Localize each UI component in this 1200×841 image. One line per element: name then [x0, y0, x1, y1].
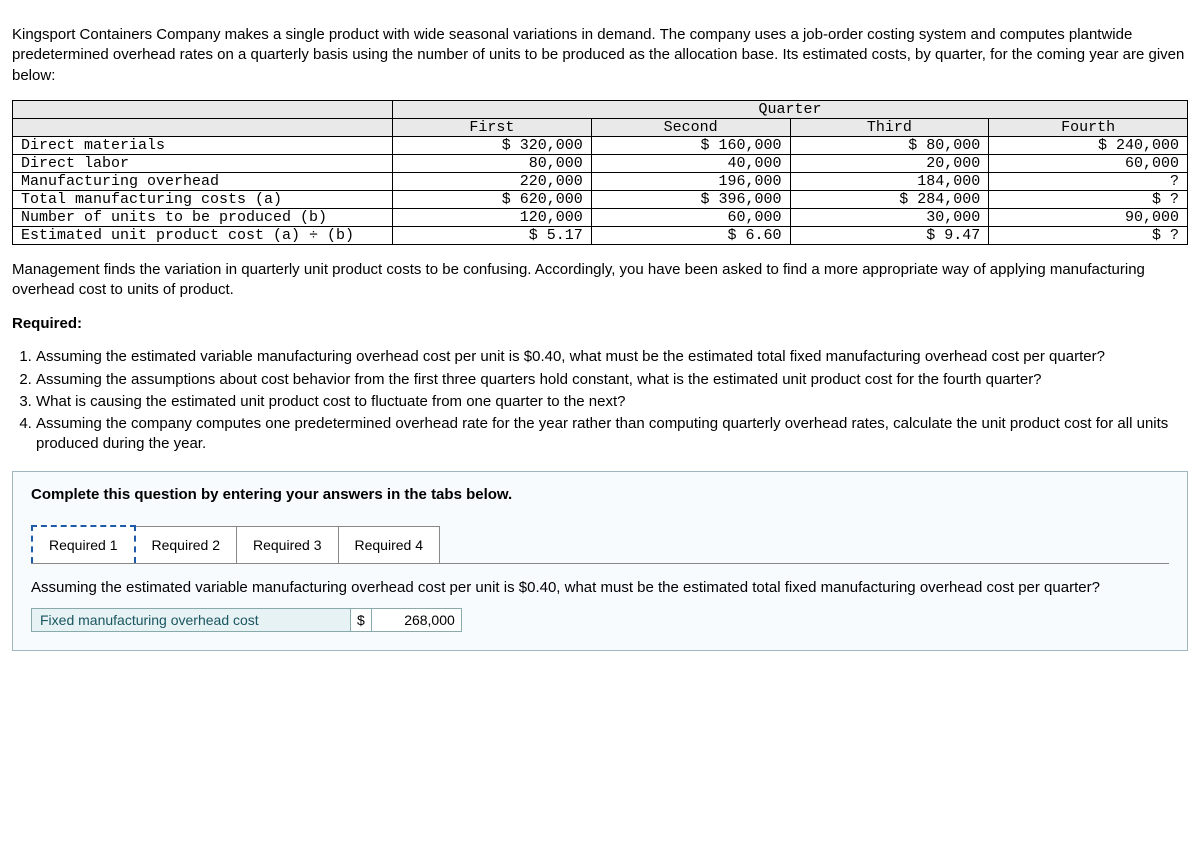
cell: 220,000 — [393, 172, 592, 190]
col-header-second: Second — [591, 118, 790, 136]
required-item: Assuming the assumptions about cost beha… — [36, 370, 1188, 390]
cell: 90,000 — [989, 208, 1188, 226]
required-item: Assuming the estimated variable manufact… — [36, 347, 1188, 367]
cell: $ 284,000 — [790, 190, 989, 208]
cell: 120,000 — [393, 208, 592, 226]
table-row: Total manufacturing costs (a) $ 620,000 … — [13, 190, 1188, 208]
tab-pane-required-1: Assuming the estimated variable manufact… — [31, 563, 1169, 632]
table-row: Manufacturing overhead 220,000 196,000 1… — [13, 172, 1188, 190]
cell: ? — [989, 172, 1188, 190]
table-row: Direct materials $ 320,000 $ 160,000 $ 8… — [13, 136, 1188, 154]
cell: 60,000 — [591, 208, 790, 226]
cell: $ 240,000 — [989, 136, 1188, 154]
required-item: Assuming the company computes one predet… — [36, 414, 1188, 455]
table-blank-header — [13, 100, 393, 118]
cell: $ 6.60 — [591, 226, 790, 244]
table-row: Number of units to be produced (b) 120,0… — [13, 208, 1188, 226]
tab-required-3[interactable]: Required 3 — [236, 526, 339, 563]
col-header-first: First — [393, 118, 592, 136]
fixed-overhead-input[interactable] — [372, 608, 462, 632]
required-item: What is causing the estimated unit produ… — [36, 392, 1188, 412]
cell: $ 396,000 — [591, 190, 790, 208]
table-blank-header — [13, 118, 393, 136]
cell: $ 9.47 — [790, 226, 989, 244]
col-header-fourth: Fourth — [989, 118, 1188, 136]
tab-required-1[interactable]: Required 1 — [31, 525, 136, 563]
cell: 30,000 — [790, 208, 989, 226]
answer-label: Fixed manufacturing overhead cost — [31, 608, 351, 632]
col-header-third: Third — [790, 118, 989, 136]
cell: 196,000 — [591, 172, 790, 190]
cell: $ ? — [989, 190, 1188, 208]
table-row: Direct labor 80,000 40,000 20,000 60,000 — [13, 154, 1188, 172]
cell: 184,000 — [790, 172, 989, 190]
intro-paragraph: Kingsport Containers Company makes a sin… — [12, 25, 1188, 86]
row-label: Manufacturing overhead — [13, 172, 393, 190]
tab-required-2[interactable]: Required 2 — [135, 526, 238, 563]
cell: $ 320,000 — [393, 136, 592, 154]
quarter-header: Quarter — [393, 100, 1188, 118]
cell: $ 160,000 — [591, 136, 790, 154]
cost-table: Quarter First Second Third Fourth Direct… — [12, 100, 1188, 245]
cell: 60,000 — [989, 154, 1188, 172]
answer-row: Fixed manufacturing overhead cost $ — [31, 608, 1169, 632]
table-row: Estimated unit product cost (a) ÷ (b) $ … — [13, 226, 1188, 244]
tabs: Required 1 Required 2 Required 3 Require… — [31, 525, 1169, 563]
row-label: Estimated unit product cost (a) ÷ (b) — [13, 226, 393, 244]
cell: 20,000 — [790, 154, 989, 172]
required-list: Assuming the estimated variable manufact… — [12, 347, 1188, 454]
cell: $ ? — [989, 226, 1188, 244]
row-label: Direct materials — [13, 136, 393, 154]
row-label: Total manufacturing costs (a) — [13, 190, 393, 208]
cell: $ 5.17 — [393, 226, 592, 244]
cell: 80,000 — [393, 154, 592, 172]
tab-required-4[interactable]: Required 4 — [338, 526, 441, 563]
row-label: Number of units to be produced (b) — [13, 208, 393, 226]
required-heading: Required: — [12, 315, 1188, 332]
answer-box: Complete this question by entering your … — [12, 471, 1188, 651]
pane-question-text: Assuming the estimated variable manufact… — [31, 578, 1169, 598]
cell: $ 80,000 — [790, 136, 989, 154]
cell: $ 620,000 — [393, 190, 592, 208]
cell: 40,000 — [591, 154, 790, 172]
row-label: Direct labor — [13, 154, 393, 172]
currency-symbol: $ — [351, 608, 372, 632]
management-paragraph: Management finds the variation in quarte… — [12, 260, 1188, 301]
answer-instruction: Complete this question by entering your … — [31, 486, 1169, 503]
